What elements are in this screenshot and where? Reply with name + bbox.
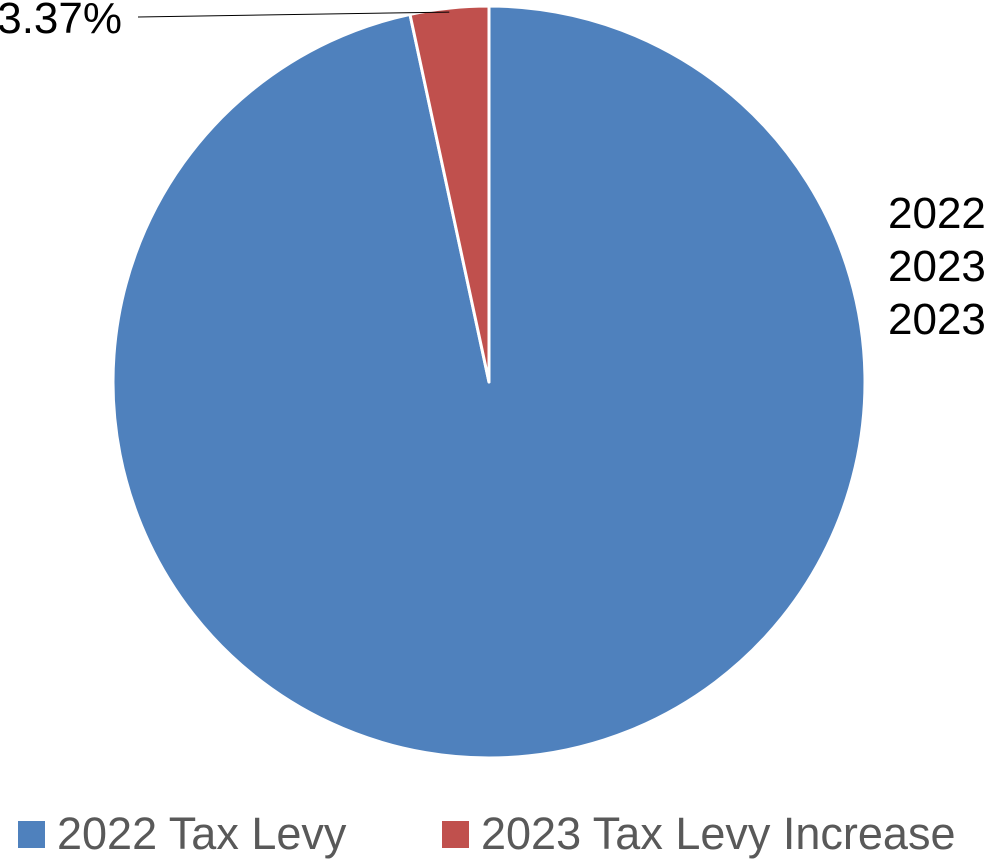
pie-slice-2022-tax-levy: [111, 4, 867, 760]
side-data-label-line-3: 2023: [888, 295, 986, 344]
side-data-label-line-1: 2022: [888, 189, 986, 238]
legend-item-2022-tax-levy: 2022 Tax Levy: [18, 808, 346, 860]
legend-item-2023-tax-levy-increase: 2023 Tax Levy Increase: [442, 808, 955, 860]
data-label-leader-line: [137, 11, 450, 18]
chart-legend: 2022 Tax Levy 2023 Tax Levy Increase: [0, 800, 990, 859]
side-data-label-line-2: 2023: [888, 242, 986, 291]
legend-swatch-2023-tax-levy-increase: [442, 820, 469, 848]
legend-swatch-2022-tax-levy: [18, 820, 45, 848]
legend-label-2022-tax-levy: 2022 Tax Levy: [57, 808, 347, 859]
data-label-2023-tax-levy-increase: 3.37%: [0, 0, 122, 43]
pie-slice-2023-tax-levy-increase: [408, 4, 491, 384]
legend-label-2023-tax-levy-increase: 2023 Tax Levy Increase: [481, 808, 956, 859]
